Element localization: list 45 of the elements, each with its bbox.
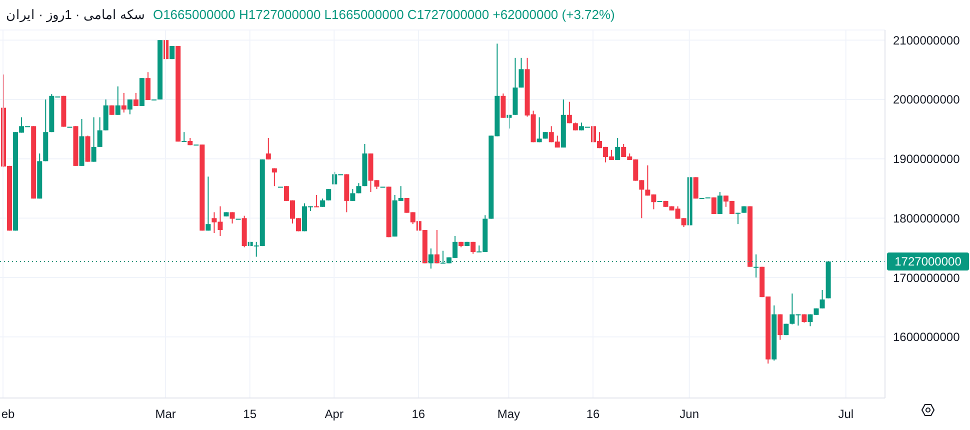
x-tick-label: 16 bbox=[412, 407, 426, 421]
candlestick bbox=[314, 194, 320, 208]
candlestick bbox=[182, 132, 187, 142]
candlestick bbox=[91, 116, 96, 162]
x-tick-label: Jun bbox=[680, 407, 700, 421]
candlestick bbox=[115, 86, 120, 116]
candlestick bbox=[566, 101, 572, 124]
x-tick-label: Mar bbox=[155, 407, 176, 421]
y-tick-label: 1800000000 bbox=[893, 211, 960, 226]
candlestick bbox=[434, 230, 440, 264]
x-tick-label: Jul bbox=[838, 407, 854, 421]
candlestick bbox=[735, 212, 740, 225]
chart-title: سکه امامی · 1روز · ایران bbox=[6, 7, 145, 22]
candlestick bbox=[97, 116, 102, 148]
candlestick bbox=[206, 176, 211, 232]
x-tick-label: Apr bbox=[324, 407, 344, 421]
candlestick bbox=[145, 72, 150, 101]
candlestick bbox=[326, 188, 332, 201]
candlestick bbox=[820, 289, 825, 309]
candlestick bbox=[350, 188, 356, 202]
candlestick bbox=[536, 116, 542, 143]
y-tick-label: 1900000000 bbox=[893, 152, 960, 166]
y-tick-label: 1700000000 bbox=[893, 270, 960, 285]
candlestick bbox=[230, 212, 235, 224]
candlestick bbox=[693, 176, 698, 200]
x-tick-label: 15 bbox=[243, 407, 257, 421]
x-tick-label: 16 bbox=[586, 407, 600, 421]
candlestick bbox=[518, 57, 524, 88]
x-tick-label: May bbox=[497, 407, 520, 421]
candlestick bbox=[170, 46, 175, 60]
chart-subtitle: O1665000000 H1727000000 L1665000000 C1727000000 +62000000 (+3.72%) bbox=[152, 7, 615, 22]
candlestick bbox=[127, 98, 132, 115]
candlestick bbox=[778, 314, 783, 340]
candlestick bbox=[615, 138, 620, 160]
candlestick bbox=[133, 92, 138, 106]
candlestick bbox=[121, 92, 126, 114]
y-tick-label: 2100000000 bbox=[893, 33, 960, 48]
x-tick-label: eb bbox=[1, 407, 15, 421]
candlestick bbox=[717, 192, 722, 214]
y-tick-label: 2000000000 bbox=[893, 92, 960, 107]
candlestick bbox=[272, 168, 277, 187]
candlestick bbox=[500, 93, 506, 118]
ref-line-label: 1727000000 bbox=[894, 254, 962, 268]
candlestick bbox=[266, 138, 271, 160]
y-tick-label: 1600000000 bbox=[893, 330, 960, 344]
